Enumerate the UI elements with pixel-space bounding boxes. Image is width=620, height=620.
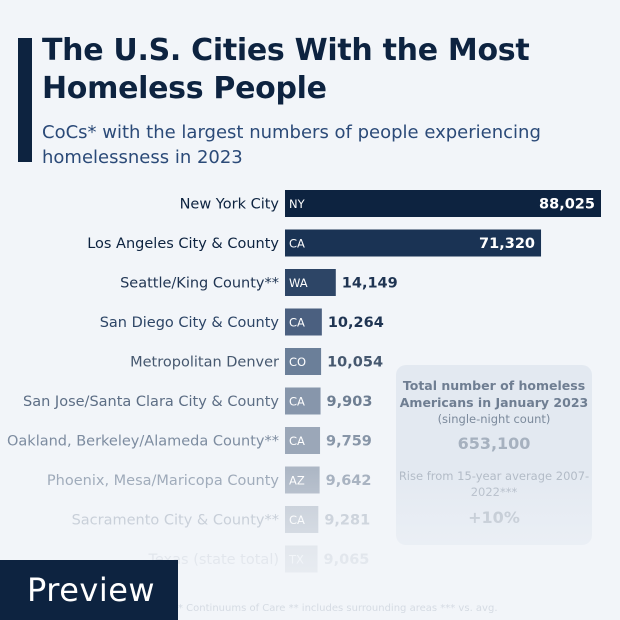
bar [285, 387, 321, 415]
bar [285, 269, 336, 296]
category-label: New York City [180, 197, 280, 213]
category-label: San Jose/Santa Clara City & County [23, 394, 279, 410]
state-code-label: CA [289, 316, 305, 330]
value-label: 88,025 [539, 197, 595, 213]
value-label: 9,281 [324, 513, 370, 529]
state-code-label: AZ [289, 474, 305, 488]
state-code-label: TX [288, 553, 304, 567]
state-code-label: WA [289, 276, 308, 290]
category-label: Los Angeles City & County [87, 236, 279, 252]
chart-subtitle: CoCs* with the largest numbers of people… [42, 122, 541, 168]
summary-total: 653,100 [457, 434, 531, 453]
state-code-label: CA [289, 395, 305, 409]
chart-title: The U.S. Cities With the Most Homeless P… [42, 33, 530, 106]
category-label: Metropolitan Denver [130, 355, 279, 371]
bar [285, 190, 601, 217]
category-label: San Diego City & County [100, 315, 280, 331]
state-code-label: NY [289, 197, 306, 211]
summary-rise-label: Rise from 15-year average 2007-2022*** [398, 469, 590, 499]
summary-note: (single-night count) [437, 412, 551, 426]
value-label: 71,320 [479, 236, 535, 252]
category-label: Phoenix, Mesa/Maricopa County [47, 473, 279, 489]
state-code-label: CA [289, 513, 305, 527]
state-code-label: CA [289, 237, 305, 251]
summary-heading: Total number of homeless Americans in Ja… [399, 378, 589, 410]
preview-badge: Preview [0, 560, 178, 620]
bar [285, 229, 542, 257]
bar [285, 308, 322, 336]
value-label: 9,759 [326, 434, 372, 450]
value-label: 9,642 [326, 473, 372, 489]
title-accent-bar [18, 38, 32, 162]
category-label: Oakland, Berkeley/Alameda County** [7, 434, 279, 450]
category-label: Sacramento City & County** [72, 513, 279, 529]
value-label: 14,149 [342, 276, 398, 292]
value-label: 9,903 [327, 394, 373, 410]
summary-rise-value: +10% [468, 508, 520, 527]
summary-box: Total number of homeless Americans in Ja… [396, 365, 592, 545]
state-code-label: CO [289, 355, 306, 369]
bar [285, 427, 321, 454]
value-label: 10,054 [327, 355, 383, 371]
category-label: Seattle/King County** [120, 276, 279, 292]
value-label: 10,264 [328, 315, 384, 331]
state-code-label: CA [289, 434, 305, 448]
bar [285, 348, 322, 375]
value-label: 9,065 [324, 552, 370, 568]
footer-note: * Continuums of Care ** includes surroun… [178, 603, 498, 614]
